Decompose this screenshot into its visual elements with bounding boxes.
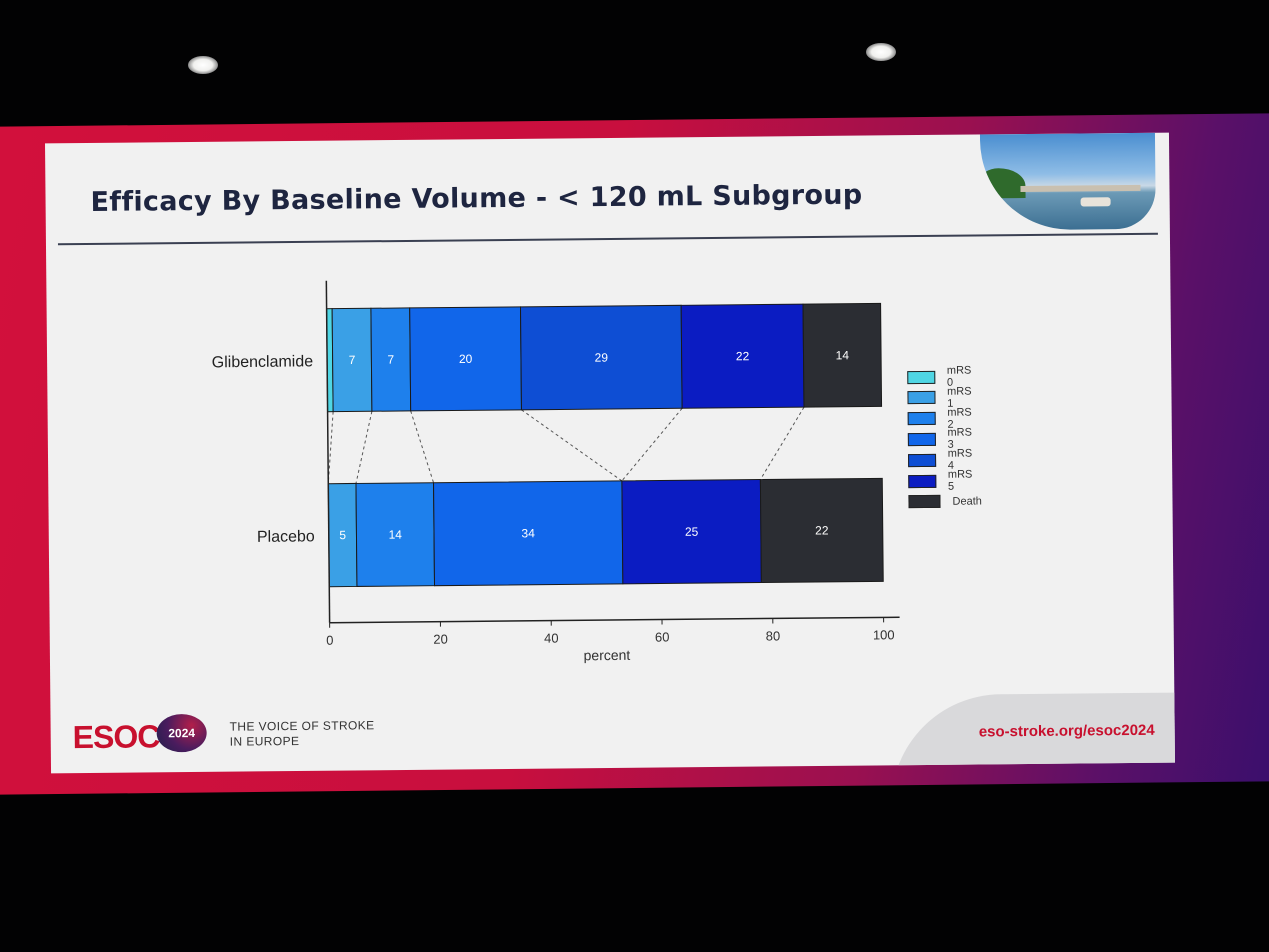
esoc-logo: ESOC 2024 xyxy=(72,712,212,763)
data-label: 25 xyxy=(685,525,699,539)
x-tick-label: 60 xyxy=(655,629,670,644)
connector-line xyxy=(621,407,683,482)
category-label-glibenclamide: Glibenclamide xyxy=(212,353,314,371)
connector-line xyxy=(759,406,805,480)
bar-segment-glibenclamide-death xyxy=(802,302,883,408)
data-label: 29 xyxy=(595,351,609,365)
logo-text: ESOC xyxy=(72,718,160,756)
legend-swatch xyxy=(908,495,941,509)
logo-badge: 2024 xyxy=(156,713,207,753)
x-tick-label: 100 xyxy=(873,627,895,642)
bar-segment-placebo-death xyxy=(759,477,884,584)
conference-url[interactable]: eso-stroke.org/esoc2024 xyxy=(978,721,1155,741)
legend-swatch xyxy=(908,453,936,467)
legend-label: mRS 5 xyxy=(947,468,973,493)
tagline-line-2: IN EUROPE xyxy=(229,733,300,749)
legend-item-mrs-1: mRS 1 xyxy=(907,385,976,410)
legend-item-mrs-0: mRS 0 xyxy=(907,365,976,389)
legend-item-death: Death xyxy=(908,493,982,510)
legend-swatch xyxy=(907,411,936,426)
data-label: 5 xyxy=(339,528,346,542)
connector-line xyxy=(410,410,435,483)
x-tick-label: 20 xyxy=(433,632,448,647)
data-label: 34 xyxy=(521,526,535,540)
tagline-line-1: THE VOICE OF STROKE xyxy=(229,718,375,734)
x-tick-label: 0 xyxy=(326,633,333,648)
legend-item-mrs-5: mRS 5 xyxy=(908,469,977,493)
legend-swatch xyxy=(907,391,936,405)
connector-line xyxy=(327,411,334,484)
ceiling-light xyxy=(188,56,218,74)
data-label: 22 xyxy=(736,349,750,363)
connector-line xyxy=(355,411,373,484)
stacked-bar-chart: 7 7 20 29 22 14 Glibenclamide 5 14 34 25 22 Placebo 0… xyxy=(212,280,900,663)
slide: Efficacy By Baseline Volume - < 120 mL S… xyxy=(45,132,1175,774)
x-axis-line xyxy=(329,616,900,624)
data-label: 7 xyxy=(349,353,356,367)
data-label: 20 xyxy=(459,352,473,366)
data-label: 14 xyxy=(389,527,403,541)
x-axis-label: percent xyxy=(584,647,631,663)
legend-swatch xyxy=(907,370,936,384)
connector-line xyxy=(521,409,623,482)
legend-label: Death xyxy=(952,495,982,508)
legend-swatch xyxy=(908,474,937,488)
data-label: 14 xyxy=(836,348,850,362)
legend-item-mrs-4: mRS 4 xyxy=(908,448,977,472)
ceiling-light xyxy=(866,43,896,61)
category-label-placebo: Placebo xyxy=(257,528,315,546)
data-label: 7 xyxy=(387,353,394,367)
x-tick-label: 80 xyxy=(766,628,781,643)
legend-item-mrs-2: mRS 2 xyxy=(907,406,977,430)
legend-item-mrs-3: mRS 3 xyxy=(907,427,977,451)
data-label: 22 xyxy=(815,523,829,537)
y-axis-line xyxy=(325,280,331,623)
x-tick-label: 40 xyxy=(544,631,559,646)
logo-year: 2024 xyxy=(168,725,196,741)
tagline: THE VOICE OF STROKE IN EUROPE xyxy=(230,718,400,750)
legend-swatch xyxy=(907,432,936,447)
